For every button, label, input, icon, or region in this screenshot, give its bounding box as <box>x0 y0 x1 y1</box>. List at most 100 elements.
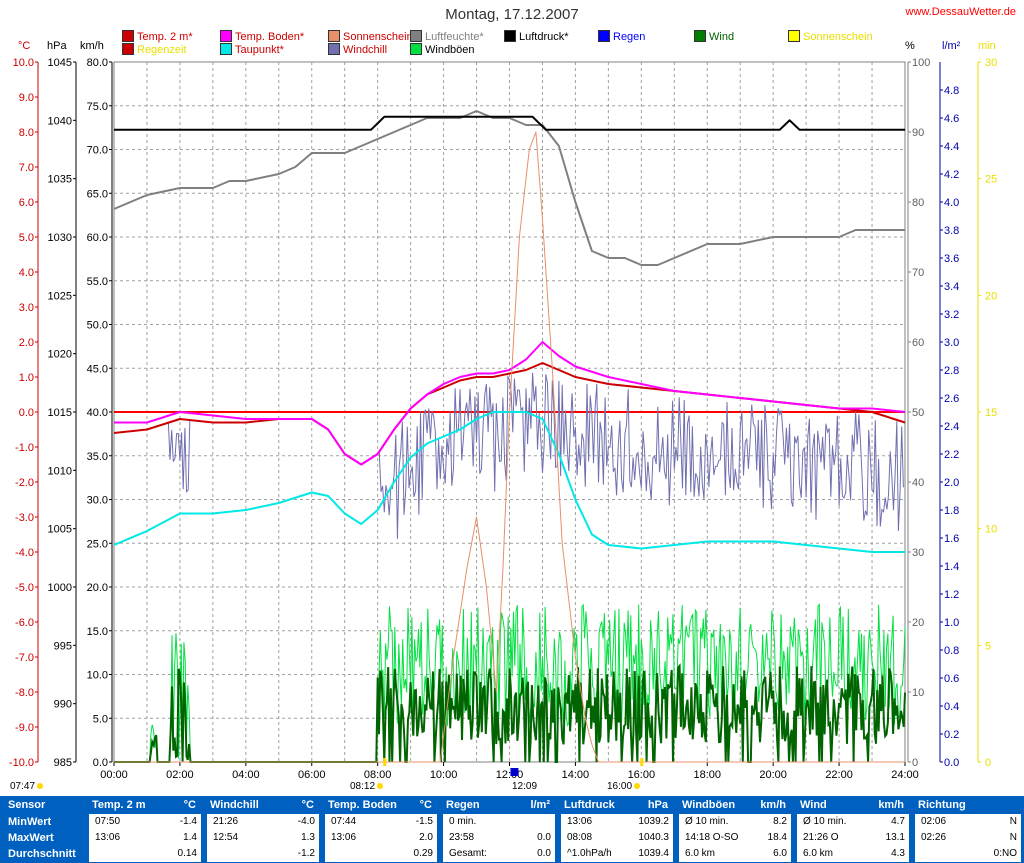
stats-header-label: Regen <box>446 799 480 811</box>
minutes-axis-header: min <box>978 40 996 52</box>
speed-tick-label: 0.0 <box>93 757 108 769</box>
rain-tick-label: 0.2 <box>944 729 959 741</box>
x-tick-label: 22:00 <box>825 769 853 781</box>
temp-tick-label: 1.0 <box>19 372 34 384</box>
stats-header-unit: km/h <box>878 799 904 811</box>
pressure-tick-label: 1030 <box>48 232 72 244</box>
legend-label: Luftfeuchte* <box>425 31 484 43</box>
legend-label: Temp. 2 m* <box>137 31 193 43</box>
stats-cell-time: 07:50 <box>95 816 121 827</box>
temp-tick-label: 8.0 <box>19 127 34 139</box>
temp-tick-label: -7.0 <box>15 652 34 664</box>
stats-cell: Ø 10 min. 4.7 <box>797 814 909 830</box>
stats-header-label: Richtung <box>918 799 966 811</box>
stats-header: Luftdruck hPa <box>558 796 676 814</box>
pressure-tick-label: 1045 <box>48 57 72 69</box>
series-line-3 <box>113 110 905 266</box>
temp-tick-label: 7.0 <box>19 162 34 174</box>
legend-label: Sonnenschein* <box>343 31 418 43</box>
legend-swatch <box>410 30 422 42</box>
rain-tick-label: 0.4 <box>944 701 959 713</box>
temp-tick-label: 3.0 <box>19 302 34 314</box>
rain-axis-header: l/m² <box>942 40 961 52</box>
x-tick-label: 12:00 <box>496 769 524 781</box>
legend-item-9: Taupunkt* <box>220 43 284 57</box>
legend-label: Sonnenschein <box>803 31 873 43</box>
temp-tick-label: -6.0 <box>15 617 34 629</box>
series-line-4 <box>114 115 905 131</box>
legend-item-0: Temp. 2 m* <box>122 30 193 44</box>
stats-cell-value: 0.0 <box>537 848 551 859</box>
stats-cell-time: ^1.0hPa/h <box>567 848 612 859</box>
stats-cell: Gesamt: 0.0 <box>443 846 555 862</box>
pressure-tick-label: 1010 <box>48 465 72 477</box>
stats-cell: 14:18 O-SO 18.4 <box>679 830 791 846</box>
temp-tick-label: 10.0 <box>13 57 34 69</box>
temp-tick-label: -4.0 <box>15 547 34 559</box>
temp-tick-label: 4.0 <box>19 267 34 279</box>
speed-tick-label: 40.0 <box>87 407 108 419</box>
temp-tick-label: 6.0 <box>19 197 34 209</box>
rain-tick-label: 2.2 <box>944 449 959 461</box>
stats-cell-time: 02:06 <box>921 816 947 827</box>
legend-swatch <box>694 30 706 42</box>
speed-tick-label: 45.0 <box>87 363 108 375</box>
speed-tick-label: 30.0 <box>87 495 108 507</box>
stats-column-tempboden: Temp. Boden °C 07:44 -1.5 13:06 2.0 0.29 <box>322 796 440 863</box>
stats-cell-value: -1.5 <box>415 816 433 827</box>
rain-tick-label: 2.6 <box>944 393 959 405</box>
pressure-tick-label: 1040 <box>48 115 72 127</box>
stats-cell-value: 0.0 <box>537 832 551 843</box>
legend-item-10: Windchill <box>328 43 387 57</box>
percent-tick-label: 50 <box>912 407 924 419</box>
stats-cell-time: 21:26 <box>213 816 239 827</box>
legend-swatch <box>410 43 422 55</box>
rain-tick-label: 0.6 <box>944 673 959 685</box>
stats-cell-time: 02:26 <box>921 832 947 843</box>
stats-column-temp2m: Temp. 2 m °C 07:50 -1.4 13:06 1.4 0.14 <box>86 796 204 863</box>
percent-tick-label: 30 <box>912 547 924 559</box>
legend-item-5: Regen <box>598 30 645 44</box>
legend: Temp. 2 m* Temp. Boden* Sonnenschein* Luftf… <box>0 30 1024 62</box>
stats-cell: 07:50 -1.4 <box>89 814 201 830</box>
percent-axis-header: % <box>905 40 915 52</box>
stats-header: Windchill °C <box>204 796 322 814</box>
legend-item-2: Sonnenschein* <box>328 30 417 44</box>
stats-cell: -1.2 <box>207 846 319 862</box>
percent-tick-label: 10 <box>912 687 924 699</box>
x-tick-label: 14:00 <box>562 769 590 781</box>
legend-item-8: Regenzeit <box>122 43 187 57</box>
stats-cell-time: Ø 10 min. <box>803 816 847 827</box>
stats-header-unit: km/h <box>760 799 786 811</box>
pressure-tick-label: 1000 <box>48 582 72 594</box>
stats-cell-value: 8.2 <box>773 816 787 827</box>
temp-tick-label: -5.0 <box>15 582 34 594</box>
stats-cell-value: 2.0 <box>419 832 433 843</box>
pressure-tick-label: 1005 <box>48 524 72 536</box>
stats-header-label: Wind <box>800 799 827 811</box>
stats-cell-value: 1040.3 <box>638 832 669 843</box>
stats-header: Regen l/m² <box>440 796 558 814</box>
stats-header: Temp. 2 m °C <box>86 796 204 814</box>
legend-item-3: Luftfeuchte* <box>410 30 484 44</box>
stats-cell-value: 0:NO <box>993 848 1017 859</box>
stats-cell: 6.0 km 4.3 <box>797 846 909 862</box>
legend-item-7: Sonnenschein <box>788 30 873 44</box>
stats-cell-value: 4.7 <box>891 816 905 827</box>
percent-tick-label: 70 <box>912 267 924 279</box>
series-line-5 <box>114 131 905 763</box>
speed-tick-label: 5.0 <box>93 713 108 725</box>
stats-header-label: Temp. Boden <box>328 799 397 811</box>
stats-cell-time: 6.0 km <box>803 848 834 859</box>
site-link[interactable]: www.DessauWetter.de <box>905 6 1016 18</box>
rain-tick-label: 3.0 <box>944 337 959 349</box>
speed-tick-label: 25.0 <box>87 538 108 550</box>
minutes-tick-label: 20 <box>985 290 997 302</box>
sun-start-marker: 08:12 <box>350 781 384 792</box>
x-tick-label: 10:00 <box>430 769 458 781</box>
pressure-tick-label: 995 <box>54 640 72 652</box>
rain-tick-label: 4.4 <box>944 141 959 153</box>
temp-tick-label: 0.0 <box>19 407 34 419</box>
stats-sensor-column: Sensor MinWert MaxWert Durchschnitt <box>0 796 86 863</box>
rain-tick-label: 3.6 <box>944 253 959 265</box>
